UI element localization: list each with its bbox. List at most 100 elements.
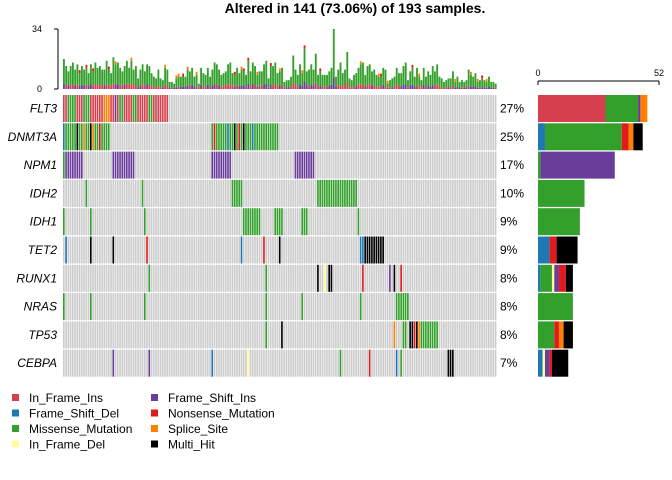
matrix-cell-empty: [204, 95, 207, 122]
matrix-cell-empty: [269, 151, 272, 179]
matrix-cell-empty: [395, 95, 398, 122]
top-bar-segment: [175, 75, 178, 79]
matrix-cell-empty: [344, 151, 346, 179]
top-bar: [440, 78, 443, 88]
top-bar: [350, 80, 353, 88]
matrix-cell-empty: [238, 264, 241, 292]
matrix-cell-empty: [452, 236, 454, 264]
matrix-cell-empty: [188, 179, 191, 207]
matrix-cell-empty: [137, 264, 139, 292]
matrix-cell-empty: [328, 349, 330, 377]
matrix-cell-empty: [278, 264, 281, 292]
top-bar: [233, 74, 236, 87]
matrix-cell-empty: [222, 321, 225, 349]
matrix-cell-empty: [488, 208, 490, 236]
top-bar: [186, 69, 189, 86]
matrix-cell-mutated: [395, 293, 398, 321]
matrix-cell-mutated: [233, 179, 236, 207]
top-bar: [161, 80, 164, 88]
top-bar-segment: [283, 87, 286, 89]
top-bar-segment: [107, 85, 110, 89]
matrix-cell-empty: [485, 151, 488, 179]
matrix-cell-empty: [128, 349, 130, 377]
matrix-cell-empty: [454, 264, 456, 292]
matrix-cell-empty: [227, 179, 229, 207]
matrix-cell-empty: [80, 236, 83, 264]
matrix-cell-empty: [278, 95, 281, 122]
matrix-cell-empty: [294, 321, 297, 349]
matrix-cell-empty: [382, 208, 384, 236]
matrix-cell-mutated: [425, 321, 427, 349]
matrix-cell-empty: [200, 264, 202, 292]
matrix-cell-empty: [339, 208, 342, 236]
matrix-cell-empty: [371, 123, 373, 151]
matrix-cell-empty: [474, 151, 477, 179]
top-bar-segment: [452, 85, 454, 89]
matrix-cell-mutated: [276, 123, 279, 151]
top-bar-segment: [292, 82, 295, 89]
matrix-cell-empty: [159, 208, 162, 236]
matrix-cell-empty: [177, 349, 180, 377]
matrix-cell-empty: [215, 321, 218, 349]
matrix-cell-empty: [382, 95, 384, 122]
matrix-cell-empty: [332, 95, 335, 122]
matrix-cell-empty: [443, 349, 445, 377]
matrix-cell-empty: [398, 321, 400, 349]
matrix-cell-empty: [184, 321, 187, 349]
matrix-cell-empty: [476, 123, 479, 151]
matrix-cell-empty: [128, 264, 130, 292]
matrix-cell-mutated: [112, 236, 115, 264]
matrix-cell-mutated: [71, 151, 74, 179]
matrix-cell-empty: [119, 208, 121, 236]
matrix-cell-empty: [276, 293, 279, 321]
matrix-cell-empty: [85, 264, 88, 292]
matrix-cell-mutated: [240, 123, 243, 151]
matrix-cell-empty: [80, 321, 83, 349]
matrix-cell-empty: [256, 236, 259, 264]
matrix-cell-mutated: [420, 321, 423, 349]
matrix-cell-empty: [218, 236, 220, 264]
matrix-cell-empty: [269, 208, 272, 236]
top-bar: [400, 73, 403, 87]
matrix-cell-mutated: [402, 293, 405, 321]
matrix-cell-empty: [312, 236, 315, 264]
matrix-cell-empty: [413, 293, 416, 321]
matrix-cell-empty: [137, 321, 139, 349]
matrix-cell-empty: [69, 179, 72, 207]
matrix-cell-empty: [440, 123, 443, 151]
matrix-cell-empty: [157, 179, 160, 207]
matrix-cell-empty: [229, 264, 232, 292]
matrix-cell-empty: [404, 349, 407, 377]
top-bar: [281, 67, 283, 85]
matrix-cell-empty: [179, 179, 182, 207]
matrix-cell-empty: [393, 95, 396, 122]
matrix-cell-empty: [294, 293, 297, 321]
matrix-cell-mutated: [251, 123, 254, 151]
top-bar: [195, 74, 198, 87]
top-bar-segment: [326, 86, 328, 89]
matrix-cell-mutated: [452, 349, 454, 377]
top-bar-segment: [175, 87, 178, 89]
top-bar-segment: [240, 66, 243, 70]
matrix-cell-empty: [218, 208, 220, 236]
matrix-cell-empty: [395, 151, 398, 179]
matrix-cell-empty: [130, 293, 133, 321]
matrix-cell-empty: [375, 179, 378, 207]
matrix-cell-empty: [454, 293, 456, 321]
matrix-cell-empty: [427, 293, 429, 321]
matrix-cell-empty: [132, 123, 135, 151]
matrix-cell-empty: [175, 123, 178, 151]
matrix-cell-empty: [476, 349, 479, 377]
matrix-cell-empty: [256, 151, 259, 179]
matrix-cell-mutated: [348, 179, 351, 207]
matrix-cell-empty: [245, 321, 247, 349]
matrix-cell-mutated: [258, 123, 261, 151]
matrix-cell-empty: [148, 151, 151, 179]
matrix-cell-mutated: [96, 123, 99, 151]
matrix-cell-empty: [292, 293, 295, 321]
matrix-cell-empty: [449, 293, 452, 321]
matrix-cell-empty: [299, 179, 301, 207]
matrix-cell-empty: [328, 236, 330, 264]
matrix-cell-empty: [380, 123, 382, 151]
matrix-cell-empty: [265, 208, 268, 236]
